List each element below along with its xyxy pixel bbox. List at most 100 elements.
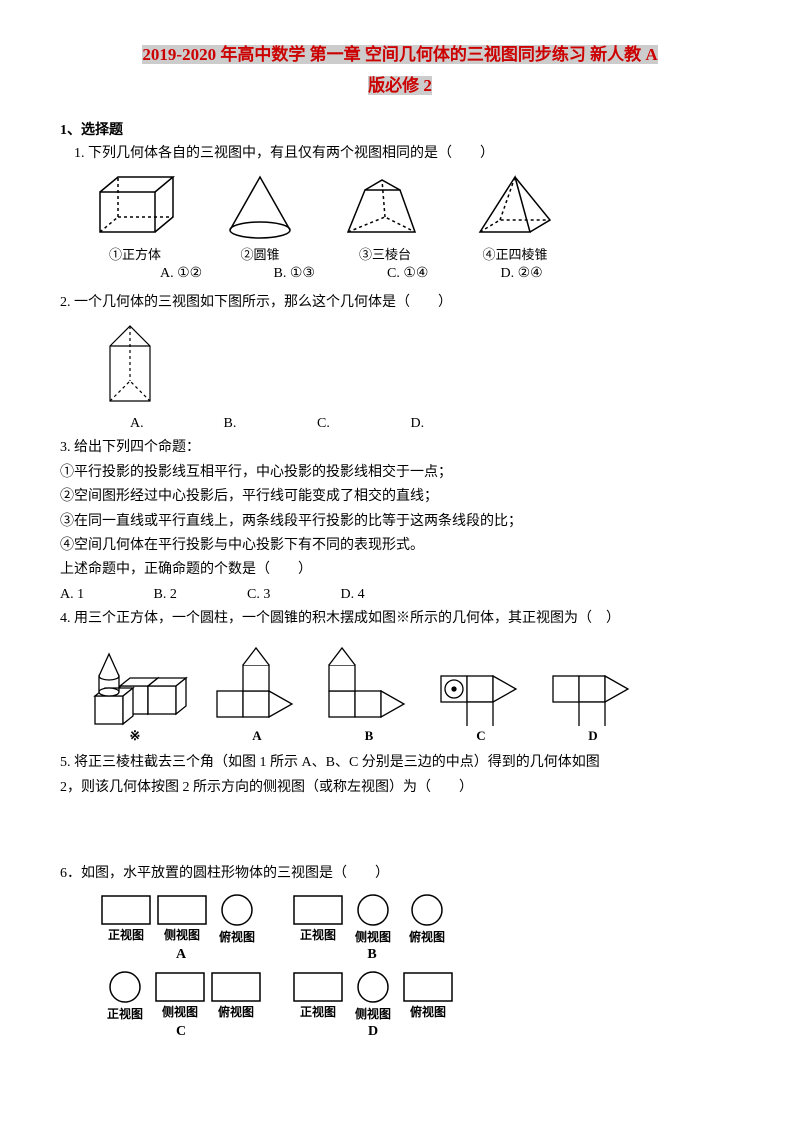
pyramid-icon (470, 172, 560, 242)
q4-fig-b: B (324, 646, 414, 744)
q6b-front-lbl: 正视图 (293, 926, 343, 943)
q6c-top: 俯视图 (210, 971, 262, 1020)
title-l2: 版必修 2 (368, 76, 432, 95)
q1-opt-b: B. ①③ (274, 265, 384, 282)
circle-view-icon (355, 969, 391, 1005)
q6-opt-a-lbl: A (176, 947, 186, 963)
q6d-side-lbl: 侧视图 (348, 1005, 398, 1022)
q6b-side: 侧视图 (348, 892, 398, 945)
q1-opt-d: D. ②④ (501, 265, 611, 282)
q3-options: A. 1 B. 2 C. 3 D. 4 (60, 584, 740, 606)
q4-fig-ref: ※ (80, 636, 190, 744)
q4-fig-a: A (212, 646, 302, 744)
q6c-side: 侧视图 (154, 971, 206, 1020)
q6-opt-c: 正视图 侧视图 俯视图 C (100, 969, 262, 1040)
q4-figures: ※ A B (80, 636, 740, 744)
q6b-front: 正视图 (292, 894, 344, 943)
q6a-top: 俯视图 (212, 892, 262, 945)
q3-p4: ④空间几何体在平行投影与中心投影下有不同的表现形式。 (60, 535, 740, 557)
q6a-side: 侧视图 (156, 894, 208, 943)
q1-label-1: ②圆锥 (240, 244, 279, 263)
q2-opt-b: B. (224, 413, 314, 435)
q6-opt-d: 正视图 侧视图 俯视图 D (292, 969, 454, 1040)
q6b-top-lbl: 俯视图 (402, 928, 452, 945)
rect-view-icon (154, 971, 206, 1003)
q4-opt-a-icon (212, 646, 302, 726)
q1-opt-c: C. ①④ (387, 265, 497, 282)
circle-view-icon (107, 969, 143, 1005)
title-l1: 2019-2020 年高中数学 第一章 空间几何体的三视图同步练习 新人教 A (142, 45, 657, 64)
q4-opt-b-icon (324, 646, 414, 726)
q3-opt-c: C. 3 (247, 584, 337, 606)
q6a-side-lbl: 侧视图 (157, 926, 207, 943)
rect-view-icon (292, 971, 344, 1003)
prism-icon (100, 316, 160, 411)
q3-opt-d: D. 4 (341, 584, 431, 606)
q4-lbl-3: C (476, 728, 485, 744)
q2-figure (100, 316, 740, 411)
q6b-top: 俯视图 (402, 892, 452, 945)
page-title-2: 版必修 2 (60, 71, 740, 102)
circle-view-icon (355, 892, 391, 928)
q2-opt-c: C. (317, 413, 407, 435)
q6-text: 6．如图，水平放置的圆柱形物体的三视图是（ ） (60, 863, 740, 885)
q6b-side-lbl: 侧视图 (348, 928, 398, 945)
q1-figure-row: ①正方体 ②圆锥 ③三棱台 (90, 172, 740, 263)
q2-text: 2. 一个几何体的三视图如下图所示，那么这个几何体是（ ） (60, 292, 740, 314)
q1-label-0: ①正方体 (109, 244, 161, 263)
q5-l1: 5. 将正三棱柱截去三个角（如图 1 所示 A、B、C 分别是三边的中点）得到的… (60, 752, 740, 774)
q6c-top-lbl: 俯视图 (211, 1003, 261, 1020)
q6d-front-lbl: 正视图 (293, 1003, 343, 1020)
q6-row1: 正视图 侧视图 俯视图 A 正视图 侧视图 (100, 892, 740, 963)
q5-l2: 2，则该几何体按图 2 所示方向的侧视图（或称左视图）为（ ） (60, 777, 740, 799)
q6-opt-b-lbl: B (367, 947, 376, 963)
q4-lbl-4: D (588, 728, 597, 744)
rect-view-icon (210, 971, 262, 1003)
circle-view-icon (409, 892, 445, 928)
q1-text: 1. 下列几何体各自的三视图中，有且仅有两个视图相同的是（ ） (60, 143, 740, 165)
cone-icon (220, 172, 300, 242)
q5-spacer (60, 801, 740, 861)
rect-view-icon (156, 894, 208, 926)
q6c-side-lbl: 侧视图 (155, 1003, 205, 1020)
q6-opt-c-lbl: C (176, 1024, 186, 1040)
q1-label-3: ④正四棱锥 (482, 244, 547, 263)
q4-text: 4. 用三个正方体，一个圆柱，一个圆锥的积木摆成如图※所示的几何体，其正视图为（… (60, 608, 740, 630)
q6-row2: 正视图 侧视图 俯视图 C 正视图 侧视图 (100, 969, 740, 1040)
q1-fig-cube: ①正方体 (90, 172, 180, 263)
q1-label-2: ③三棱台 (359, 244, 411, 263)
q3-tail: 上述命题中，正确命题的个数是（ ） (60, 559, 740, 581)
q1-options: A. ①② B. ①③ C. ①④ D. ②④ (160, 265, 740, 282)
q1-fig-pyramid: ④正四棱锥 (470, 172, 560, 263)
q3-opt-a: A. 1 (60, 584, 150, 606)
q3-p3: ③在同一直线或平行直线上，两条线段平行投影的比等于这两条线段的比； (60, 511, 740, 533)
q4-fig-c: C (436, 646, 526, 744)
frustum-icon (340, 172, 430, 242)
q6a-top-lbl: 俯视图 (212, 928, 262, 945)
q3-p1: ①平行投影的投影线互相平行，中心投影的投影线相交于一点； (60, 462, 740, 484)
q4-opt-c-icon (436, 646, 526, 726)
circle-view-icon (219, 892, 255, 928)
q2-options: A. B. C. D. (130, 413, 740, 435)
rect-view-icon (100, 894, 152, 926)
q6a-front-lbl: 正视图 (101, 926, 151, 943)
q6d-front: 正视图 (292, 971, 344, 1020)
q1-opt-a: A. ①② (160, 265, 270, 282)
page-title: 2019-2020 年高中数学 第一章 空间几何体的三视图同步练习 新人教 A (60, 40, 740, 71)
q6-opt-a: 正视图 侧视图 俯视图 A (100, 892, 262, 963)
q6d-top-lbl: 俯视图 (403, 1003, 453, 1020)
q4-opt-d-icon (548, 646, 638, 726)
q6-opt-b: 正视图 侧视图 俯视图 B (292, 892, 452, 963)
rect-view-icon (402, 971, 454, 1003)
q6d-side: 侧视图 (348, 969, 398, 1022)
q6c-front: 正视图 (100, 969, 150, 1022)
q6a-front: 正视图 (100, 894, 152, 943)
q4-lbl-2: B (365, 728, 374, 744)
q3-p2: ②空间图形经过中心投影后，平行线可能变成了相交的直线； (60, 486, 740, 508)
q1-fig-frustum: ③三棱台 (340, 172, 430, 263)
q6-opt-d-lbl: D (368, 1024, 378, 1040)
section-heading: 1、选择题 (60, 119, 740, 139)
q3-opt-b: B. 2 (154, 584, 244, 606)
q4-lbl-1: A (252, 728, 261, 744)
q4-fig-d: D (548, 646, 638, 744)
